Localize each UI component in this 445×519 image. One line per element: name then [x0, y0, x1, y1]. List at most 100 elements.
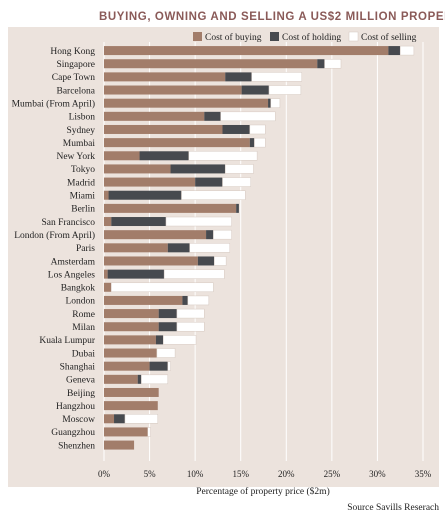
category-label: Singapore — [56, 60, 95, 70]
bar-buying — [104, 256, 198, 266]
category-label: Amsterdam — [51, 257, 96, 267]
bar-holding — [139, 151, 189, 161]
bar-holding — [107, 269, 165, 279]
bar-buying — [104, 230, 207, 240]
bar-holding — [158, 309, 177, 319]
bar-buying — [104, 282, 112, 292]
bar-selling — [220, 111, 276, 122]
category-label: Bangkok — [61, 284, 96, 294]
bar-selling — [162, 335, 197, 345]
bar-selling — [147, 427, 151, 437]
x-tick-label: 25% — [324, 469, 341, 479]
bars — [104, 45, 415, 450]
bar-holding — [225, 72, 252, 82]
category-label: Shanghai — [60, 362, 96, 372]
chart-title: BUYING, OWNING AND SELLING A US$2 MILLIO… — [99, 11, 445, 23]
bar-holding — [317, 59, 325, 69]
category-label: San Francisco — [41, 218, 95, 228]
bar-selling — [156, 348, 176, 358]
category-label: Hong Kong — [50, 47, 95, 57]
x-tick-labels: 0% 5% 10% 15% 20% 25% 30% 35% — [98, 469, 432, 479]
bar-buying — [104, 374, 138, 384]
legend-swatch-buying — [193, 32, 202, 41]
bar-buying — [104, 46, 389, 56]
bar-buying — [104, 348, 157, 358]
bar-selling — [324, 58, 342, 69]
bar-holding — [241, 85, 269, 95]
category-label: Hangzhou — [56, 402, 95, 412]
bar-selling — [187, 295, 210, 306]
bar-holding — [204, 111, 221, 121]
category-label: Cape Town — [52, 73, 95, 83]
bar-holding — [149, 361, 168, 371]
bar-buying — [104, 138, 250, 148]
bar-selling — [222, 177, 251, 187]
category-label: London — [65, 297, 95, 307]
legend-label-selling: Cost of selling — [361, 32, 417, 43]
category-label: Beijing — [67, 389, 95, 399]
bar-selling — [270, 98, 281, 108]
category-label: London (From April) — [14, 230, 95, 241]
bar-buying — [104, 59, 318, 69]
bar-holding — [206, 230, 214, 240]
bar-holding — [111, 217, 166, 227]
bar-selling — [181, 190, 246, 200]
bar-buying — [104, 414, 115, 424]
bar-selling — [163, 269, 225, 279]
bar-buying — [104, 361, 150, 371]
bar-buying — [104, 164, 171, 174]
bar-holding — [158, 322, 177, 332]
category-label: Madrid — [67, 178, 95, 188]
category-label: Paris — [76, 244, 95, 254]
x-axis-label: Percentage of property price ($2m) — [196, 486, 329, 497]
bar-buying — [104, 151, 140, 161]
category-label: Mumbai (From April) — [12, 98, 95, 109]
bar-selling — [254, 137, 266, 148]
bar-selling — [165, 216, 232, 227]
bar-selling — [213, 229, 232, 240]
x-tick-label: 35% — [415, 469, 432, 479]
legend: Cost of buying Cost of holding Cost of s… — [193, 31, 417, 43]
bar-buying — [104, 322, 159, 332]
bar-selling — [141, 374, 169, 385]
bar-buying — [104, 335, 156, 345]
category-label: Shenzhen — [58, 441, 95, 451]
category-label: Tokyo — [71, 165, 95, 175]
x-tick-label: 20% — [278, 469, 295, 479]
bar-buying — [104, 427, 148, 437]
bar-selling — [167, 361, 171, 371]
bar-holding — [195, 177, 223, 187]
bar-selling — [251, 72, 303, 82]
bar-selling — [111, 282, 214, 293]
bar-buying — [104, 309, 159, 319]
legend-label-holding: Cost of holding — [282, 32, 341, 43]
category-label: Moscow — [62, 415, 95, 425]
bar-buying — [104, 295, 183, 305]
bar-selling — [214, 256, 227, 266]
category-label: Mumbai — [63, 139, 96, 149]
bar-holding — [236, 203, 239, 213]
bar-selling — [188, 151, 258, 161]
bar-buying — [104, 387, 159, 397]
category-label: Geneva — [66, 376, 96, 386]
bar-holding — [137, 374, 142, 384]
bar-holding — [170, 164, 226, 174]
category-label: Kuala Lumpur — [39, 336, 96, 346]
category-label: Berlin — [71, 205, 95, 215]
category-label: Sydney — [67, 126, 96, 136]
bar-holding — [268, 98, 271, 108]
x-tick-label: 15% — [232, 469, 249, 479]
bar-buying — [104, 98, 269, 108]
bar-buying — [104, 401, 158, 411]
bar-holding — [197, 256, 215, 266]
bar-buying — [104, 190, 109, 200]
bar-buying — [104, 177, 196, 187]
bar-buying — [104, 440, 135, 450]
bar-selling — [176, 321, 205, 332]
category-labels: Hong Kong Singapore Cape Town Barcelona Mumb… — [12, 47, 96, 452]
bar-buying — [104, 269, 108, 279]
bar-holding — [114, 414, 125, 424]
legend-label-buying: Cost of buying — [205, 32, 262, 43]
bar-selling — [189, 243, 231, 253]
category-label: Lisbon — [69, 113, 96, 123]
